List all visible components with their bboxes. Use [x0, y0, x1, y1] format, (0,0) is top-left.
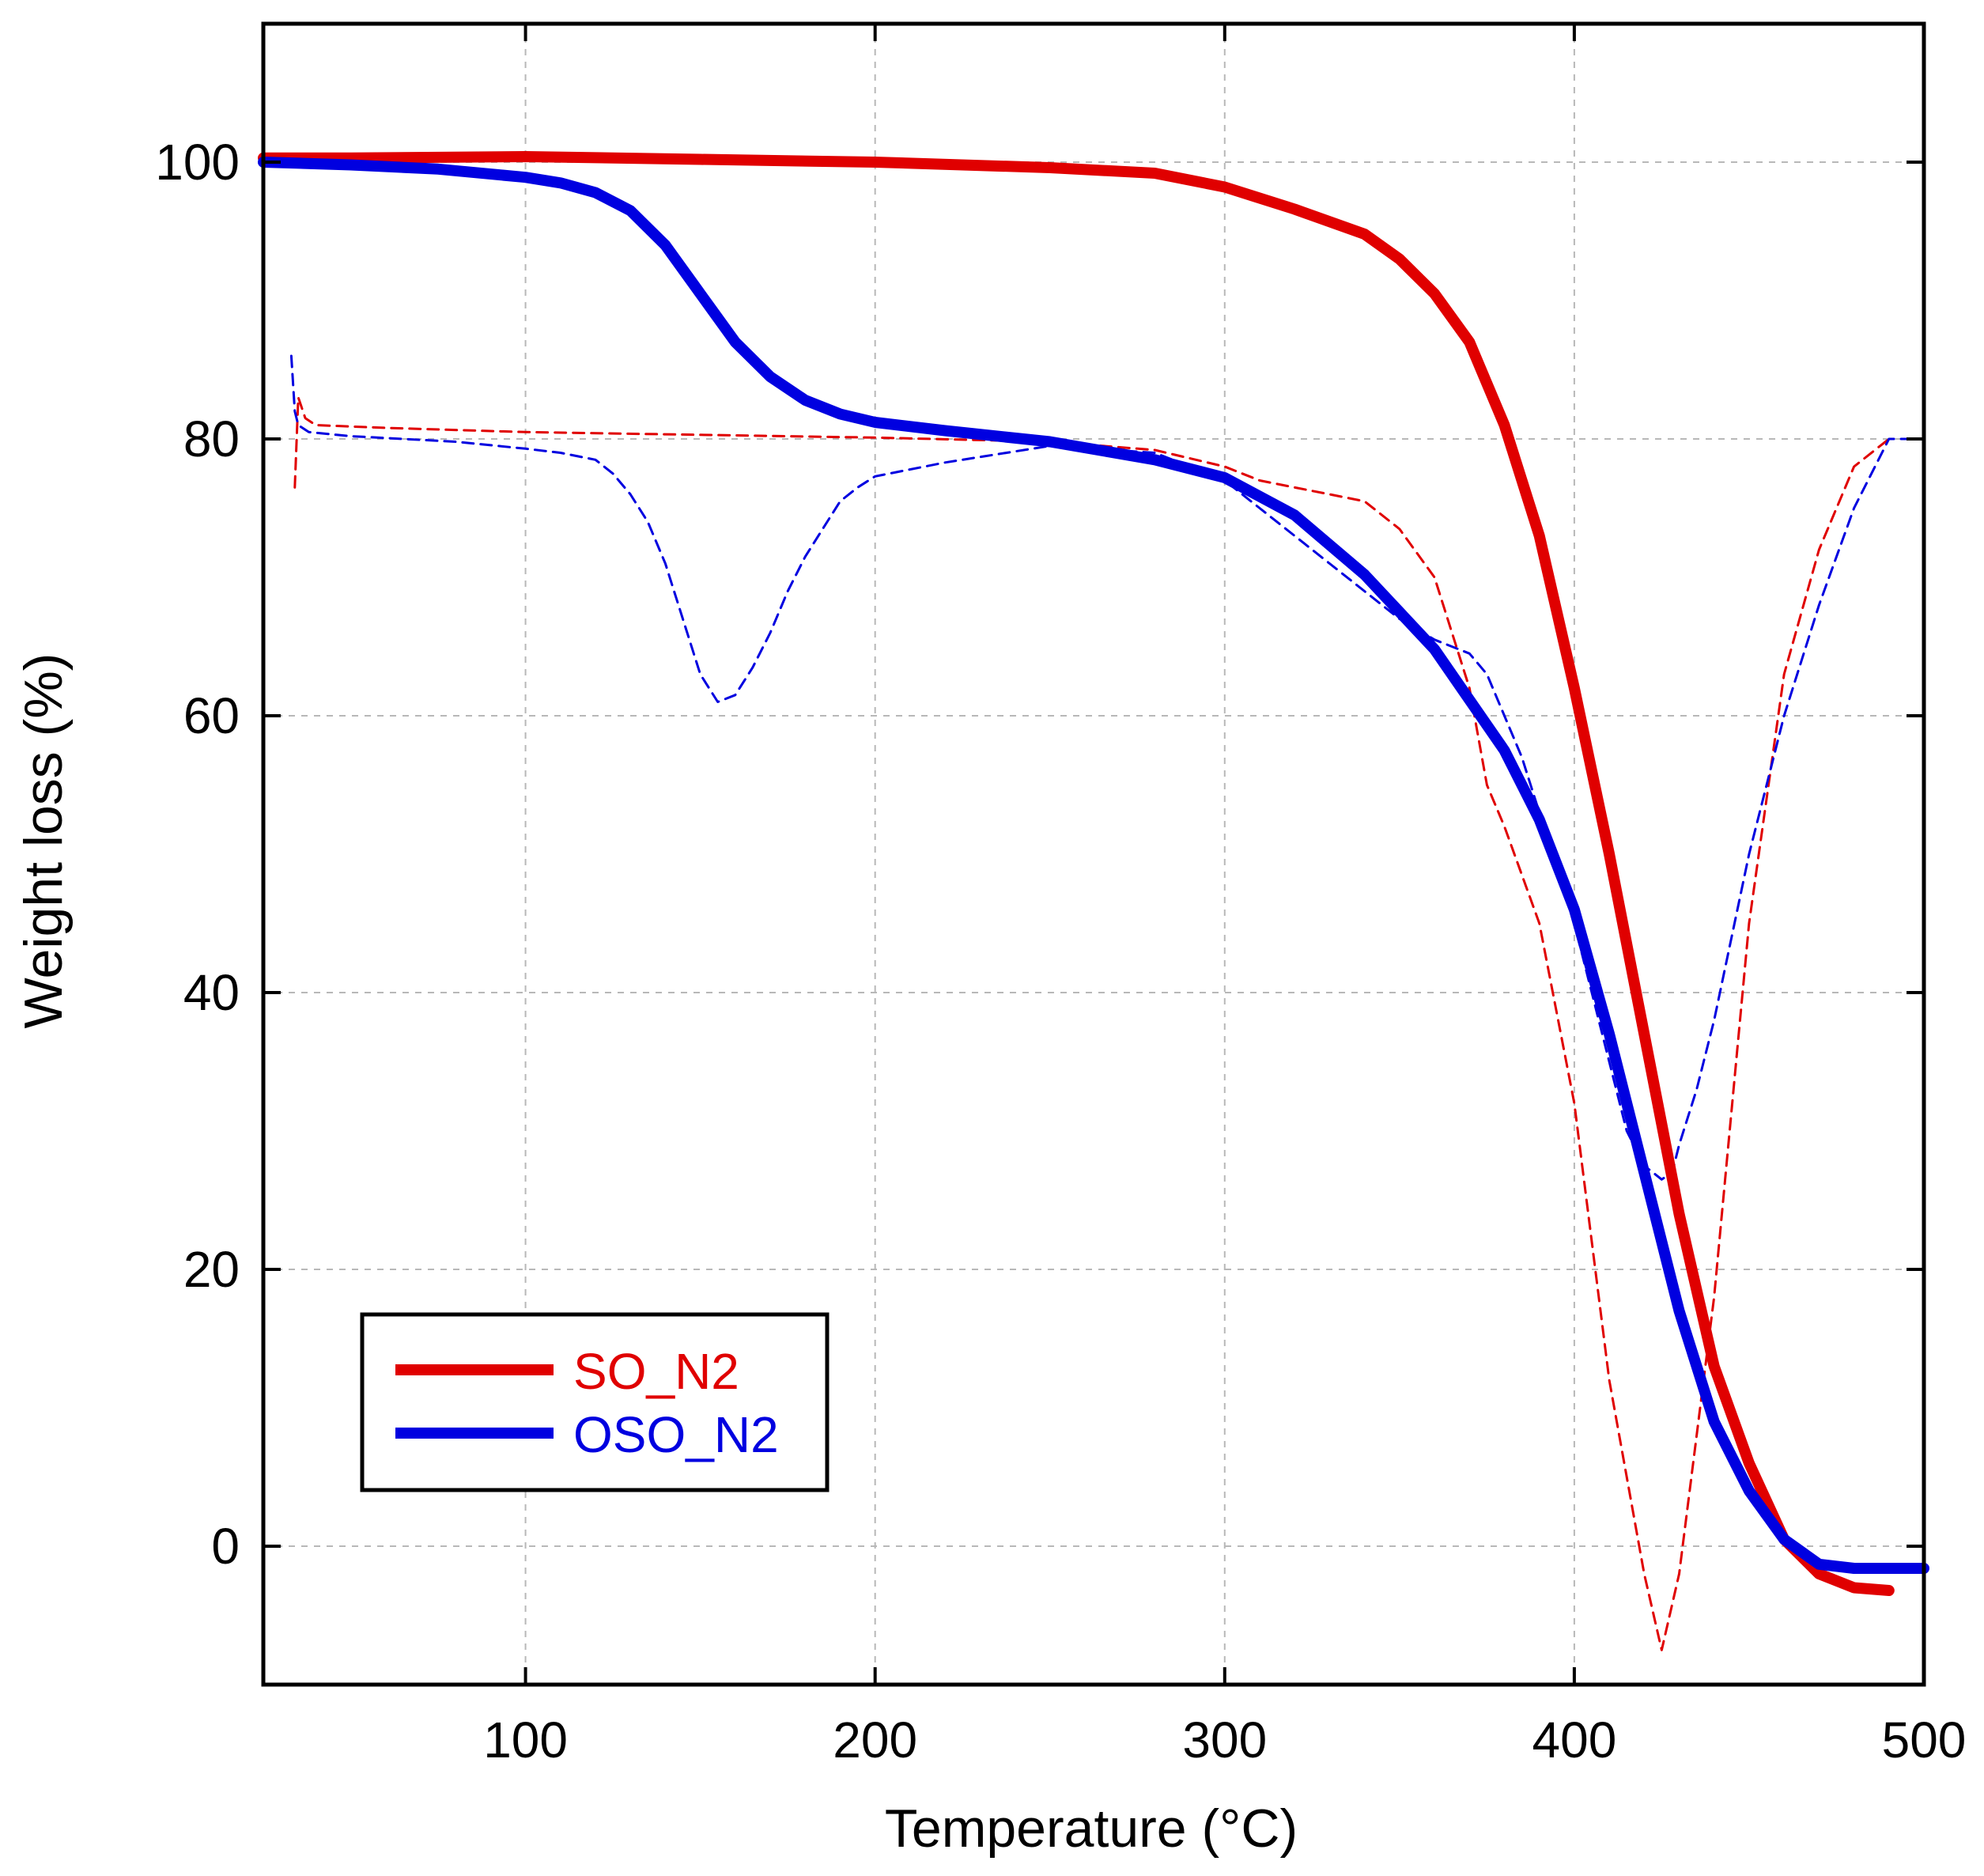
x-tick-label: 100: [483, 1711, 568, 1768]
series-line-oso-n2: [258, 157, 1929, 1574]
plot-frame: [261, 21, 1926, 1687]
y-tick-label: 0: [211, 1518, 240, 1575]
legend-label-oso-n2: OSO_N2: [573, 1406, 779, 1463]
series-line-so-n2: [258, 151, 1895, 1596]
y-tick-label: 60: [183, 687, 240, 744]
x-tick-label: 400: [1532, 1711, 1617, 1768]
x-axis-title: Temperature (°C): [885, 1798, 1298, 1859]
legend: SO_N2 OSO_N2: [360, 1312, 830, 1492]
y-tick-label: 100: [155, 134, 240, 191]
series-line-oso-n2-derivative: [289, 354, 1925, 1181]
y-tick-label: 80: [183, 410, 240, 467]
x-tick-label: 300: [1182, 1711, 1267, 1768]
legend-box: [360, 1312, 830, 1492]
tick-layer: 100 200 300 400 500 0 20 40 60 80 100: [155, 24, 1966, 1768]
y-tick-label: 20: [183, 1241, 240, 1298]
legend-label-so-n2: SO_N2: [573, 1343, 739, 1400]
x-tick-label: 200: [833, 1711, 917, 1768]
x-tick-label: 500: [1882, 1711, 1967, 1768]
y-tick-label: 40: [183, 964, 240, 1021]
series-layer: [258, 151, 1929, 1651]
y-axis-title: Weight loss (%): [13, 653, 74, 1029]
